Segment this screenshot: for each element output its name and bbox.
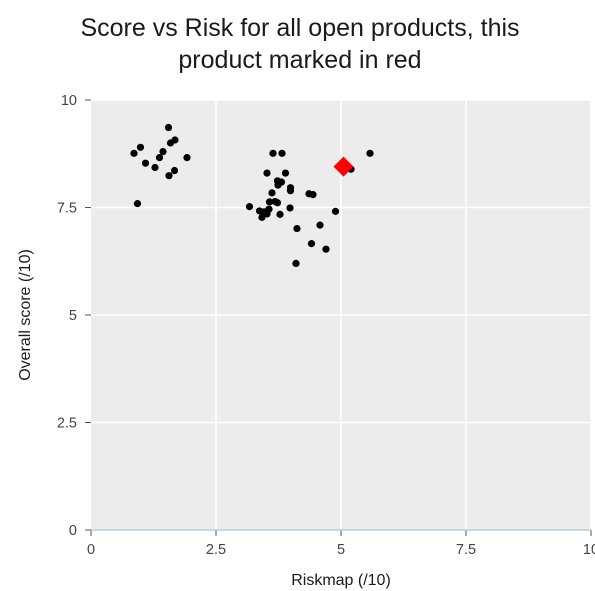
y-tick-label: 2.5 (57, 416, 77, 432)
data-point (133, 200, 142, 208)
y-tick-label: 5 (69, 308, 77, 324)
data-point (263, 169, 271, 177)
data-point (286, 204, 294, 212)
x-axis-label: Riskmap (/10) (291, 572, 391, 589)
grid-lines (91, 99, 592, 530)
x-tick-label: 2.5 (206, 542, 226, 558)
x-tick-label: 0 (87, 542, 95, 558)
data-point (307, 240, 316, 248)
data-point (309, 191, 317, 199)
data-point (286, 187, 295, 195)
data-point (130, 149, 138, 157)
data-point (151, 163, 159, 172)
data-point (292, 259, 300, 267)
data-point (331, 207, 340, 215)
x-tick-label: 5 (337, 542, 345, 558)
data-point (170, 166, 179, 175)
data-point (258, 213, 266, 221)
y-tick-label: 7.5 (57, 201, 77, 217)
data-point (171, 136, 179, 144)
data-point (322, 245, 330, 253)
data-point (265, 198, 274, 206)
x-tick-label: 7.5 (456, 542, 476, 558)
data-point (141, 159, 150, 167)
data-point (274, 181, 282, 189)
x-tick-label: 10 (583, 542, 595, 558)
data-point (366, 149, 374, 157)
data-point (281, 169, 290, 177)
data-point (159, 148, 167, 156)
data-point (183, 154, 191, 162)
highlighted-product-marker (333, 156, 354, 177)
data-point (268, 189, 276, 197)
y-tick-label: 0 (69, 523, 77, 539)
axis-ticks: 0 2.5 5 7.5 10 0 2.5 5 7.5 10 (57, 93, 595, 558)
data-point (155, 154, 164, 162)
y-axis-label: Overall score (/10) (17, 249, 34, 381)
data-point (276, 210, 284, 218)
data-point (165, 172, 173, 180)
data-points (130, 123, 374, 267)
data-point (245, 203, 254, 211)
data-point (273, 199, 282, 207)
chart-title-line-2: product marked in red (178, 46, 421, 74)
data-point (136, 143, 145, 151)
chart-title-line-1: Score vs Risk for all open products, thi… (80, 14, 519, 42)
data-point (316, 221, 324, 229)
y-tick-label: 10 (61, 93, 77, 109)
data-point (278, 149, 286, 157)
data-point (164, 123, 173, 132)
data-point (269, 149, 277, 157)
data-point (293, 224, 301, 233)
